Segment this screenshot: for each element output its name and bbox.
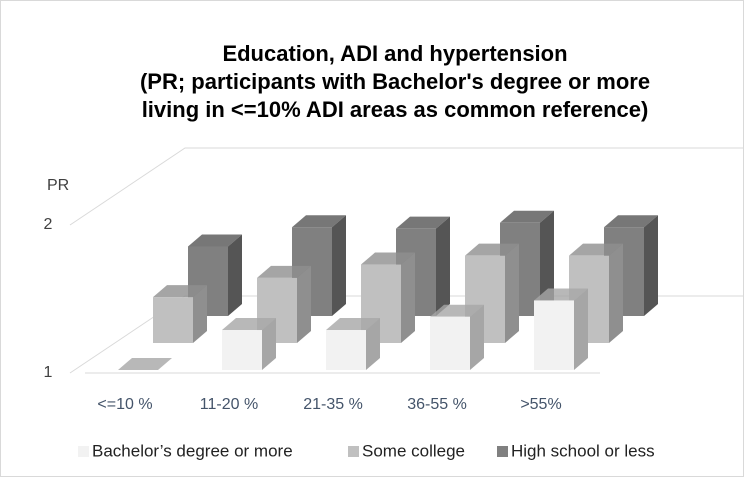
bar [326, 330, 366, 370]
bar [534, 300, 574, 370]
legend-swatch [497, 446, 508, 457]
bar-side [505, 243, 519, 343]
chart-title: Education, ADI and hypertension [222, 41, 567, 66]
x-tick-label: >55% [520, 396, 561, 413]
bar [222, 330, 262, 370]
bar-side [644, 215, 658, 316]
bar-top [361, 252, 415, 265]
bar-top [500, 210, 554, 223]
bar-group [153, 285, 207, 343]
bar-group [222, 318, 276, 370]
bar-group [361, 252, 415, 343]
grid-line [69, 147, 744, 226]
bar-side [574, 288, 588, 370]
legend-label: Some college [362, 441, 465, 460]
bar-top [569, 243, 623, 256]
bar-side [228, 234, 242, 316]
bar-side [401, 252, 415, 343]
bar [153, 297, 193, 343]
x-tick-label: 36-55 % [407, 396, 467, 413]
bar-top [396, 216, 450, 229]
y-tick-label: 1 [44, 364, 53, 381]
y-tick-label: 2 [44, 216, 53, 233]
bar [430, 316, 470, 370]
bar-side [366, 318, 380, 370]
bar-group [257, 265, 311, 343]
bar-top [534, 288, 588, 301]
chart-title: (PR; participants with Bachelor's degree… [140, 69, 650, 94]
x-tick-label: 11-20 % [200, 396, 258, 413]
bar-top [118, 358, 172, 370]
bar-side [297, 265, 311, 343]
bar-group [188, 234, 242, 316]
bar-side [436, 216, 450, 316]
legend-swatch [348, 446, 359, 457]
chart-title: living in <=10% ADI areas as common refe… [142, 97, 649, 122]
x-tick-label: 21-35 % [303, 396, 363, 413]
bar-top [188, 234, 242, 247]
bar-top [430, 304, 484, 317]
legend-label: Bachelor’s degree or more [92, 441, 293, 460]
bar-side [262, 318, 276, 370]
bar-group [326, 318, 380, 370]
bar-side [332, 215, 346, 316]
bar-group [118, 358, 172, 370]
bar-top [153, 285, 207, 298]
legend-swatch [78, 446, 89, 457]
bar-top [257, 265, 311, 278]
bar-group [465, 243, 519, 343]
bar-top [292, 215, 346, 228]
bar-top [326, 318, 380, 331]
x-tick-label: <=10 % [97, 396, 152, 413]
bar-group [430, 304, 484, 370]
bar-top [222, 318, 276, 331]
bar-side [193, 285, 207, 343]
bar-group [534, 288, 588, 370]
bar-top [465, 243, 519, 256]
y-axis-label: PR [47, 177, 69, 194]
bar-side [470, 304, 484, 370]
bar-side [609, 243, 623, 343]
bar-top [604, 215, 658, 228]
legend-label: High school or less [511, 441, 655, 460]
